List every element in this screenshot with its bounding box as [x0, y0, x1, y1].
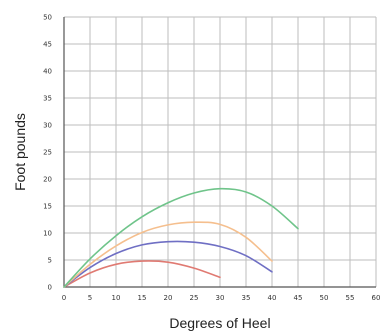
y-tick-label: 20: [43, 176, 52, 184]
x-axis-label: Degrees of Heel: [169, 315, 270, 331]
series-line-3: [63, 221, 273, 288]
x-tick-label: 10: [112, 294, 121, 302]
series-line-4: [63, 187, 299, 288]
x-tick-label: 60: [372, 294, 381, 302]
series-line-2: [63, 240, 273, 288]
x-tick-label: 45: [294, 294, 303, 302]
x-tick-label: 5: [88, 294, 92, 302]
y-tick-label: 35: [43, 95, 52, 103]
x-tick-label: 50: [320, 294, 329, 302]
x-tick-label: 55: [346, 294, 355, 302]
grid: [63, 16, 377, 288]
x-tick-label: 35: [242, 294, 251, 302]
x-tick-label: 40: [268, 294, 277, 302]
series-lines: [63, 187, 299, 288]
x-tick-label: 20: [164, 294, 173, 302]
x-tick-labels: 0 5 10 15 20 25 30 35 40 45 50 55 60: [62, 294, 381, 302]
y-tick-labels: 0 5 10 15 20 25 30 35 40 45 50: [43, 14, 52, 292]
y-tick-label: 10: [43, 230, 52, 238]
y-axis-label: Foot pounds: [12, 113, 28, 191]
y-tick-label: 50: [43, 14, 52, 22]
y-tick-label: 25: [43, 149, 52, 157]
y-tick-label: 30: [43, 122, 52, 130]
series-line-1: [63, 260, 221, 288]
y-tick-label: 5: [48, 257, 52, 265]
x-tick-label: 25: [190, 294, 199, 302]
x-tick-label: 15: [138, 294, 147, 302]
x-tick-label: 0: [62, 294, 66, 302]
y-tick-label: 0: [48, 284, 52, 292]
y-tick-label: 45: [43, 41, 52, 49]
x-tick-label: 30: [216, 294, 225, 302]
y-tick-label: 40: [43, 68, 52, 76]
y-tick-label: 15: [43, 203, 52, 211]
